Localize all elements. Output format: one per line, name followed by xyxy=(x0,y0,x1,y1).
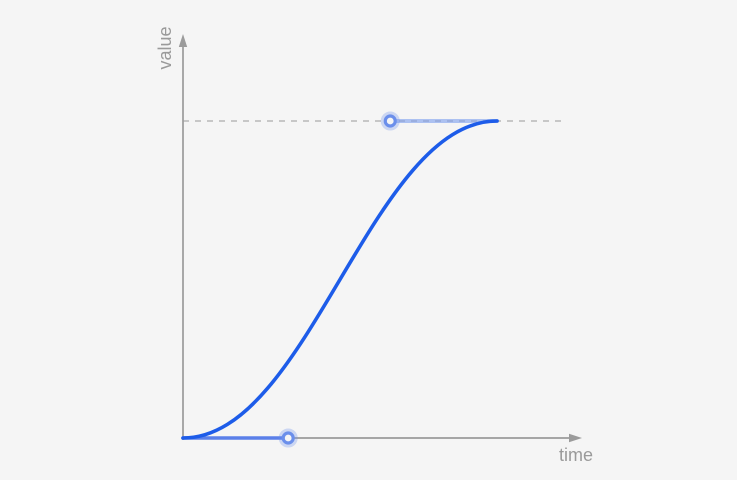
easing-curve xyxy=(181,119,499,440)
baseline-marker-ring xyxy=(281,431,295,445)
end-value-marker-halo xyxy=(380,111,400,131)
x-axis-arrow-icon xyxy=(569,433,582,443)
y-axis-arrow-icon xyxy=(178,34,188,47)
baseline-marker-halo xyxy=(278,428,298,448)
end-value-marker-ring xyxy=(383,114,397,128)
y-axis-label: value xyxy=(155,26,175,69)
axes: value time xyxy=(155,26,593,465)
baseline-marker xyxy=(278,428,298,448)
end-value-marker xyxy=(380,111,400,131)
x-axis-label: time xyxy=(559,445,593,465)
